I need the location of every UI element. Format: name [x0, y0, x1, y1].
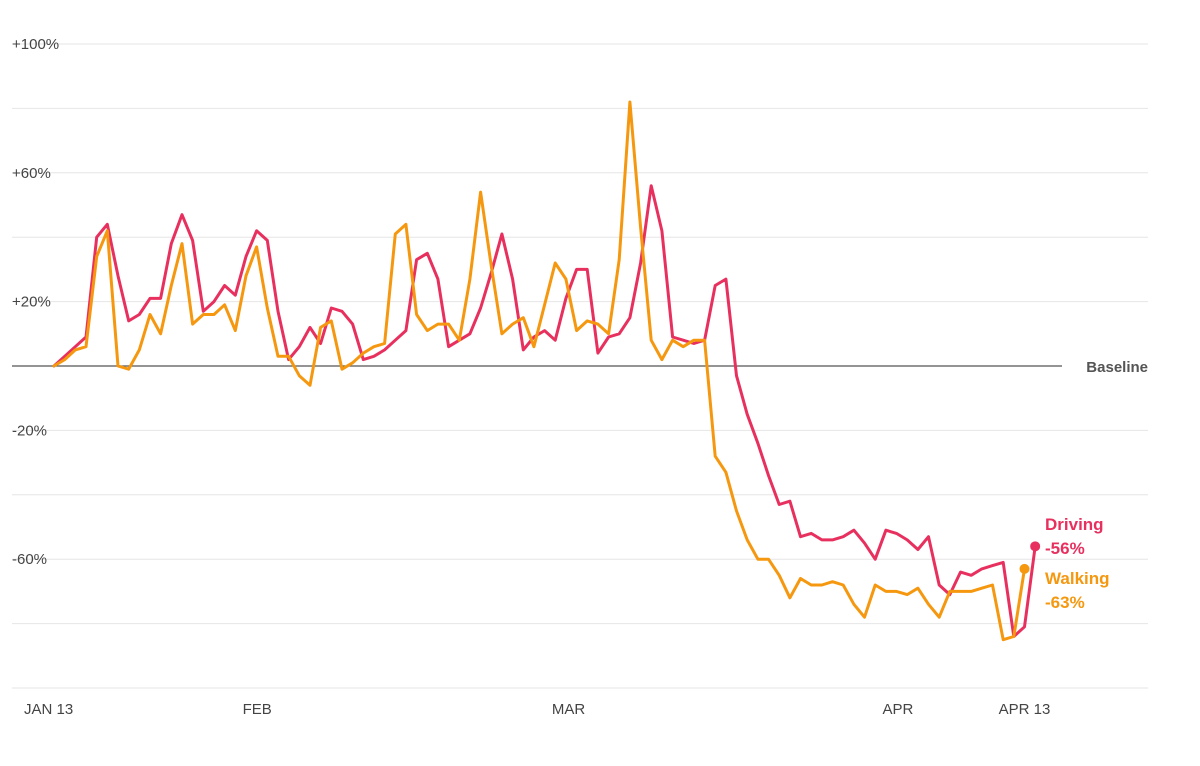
x-axis: JAN 13 FEB MAR APR APR 13: [24, 701, 1050, 718]
y-tick-label: -20%: [12, 422, 47, 439]
x-tick-label: APR: [883, 701, 914, 718]
series-labels: Driving -56% Walking -63%: [1045, 515, 1110, 612]
walking-series-end-value: -63%: [1045, 593, 1085, 612]
x-tick-label: MAR: [552, 701, 586, 718]
series-layer: [52, 100, 1041, 642]
x-tick-label: FEB: [243, 701, 272, 718]
driving-series-name: Driving: [1045, 515, 1104, 534]
walking-series-name: Walking: [1045, 569, 1110, 588]
x-tick-label: APR 13: [999, 701, 1051, 718]
baseline-label: Baseline: [1086, 359, 1148, 376]
walking-series-line: [52, 100, 1026, 642]
y-tick-label: +100%: [12, 36, 59, 53]
x-tick-label: JAN 13: [24, 701, 73, 718]
y-axis: +100% +60% +20% -20% -60%: [12, 36, 59, 568]
walking-end-point: [1019, 563, 1030, 574]
grid-layer: [12, 43, 1148, 689]
driving-end-point: [1030, 541, 1041, 552]
driving-series-line: [52, 184, 1037, 638]
y-tick-label: -60%: [12, 551, 47, 568]
baseline: Baseline: [12, 359, 1148, 376]
y-tick-label: +20%: [12, 294, 51, 311]
driving-series-end-value: -56%: [1045, 539, 1085, 558]
y-tick-label: +60%: [12, 165, 51, 182]
